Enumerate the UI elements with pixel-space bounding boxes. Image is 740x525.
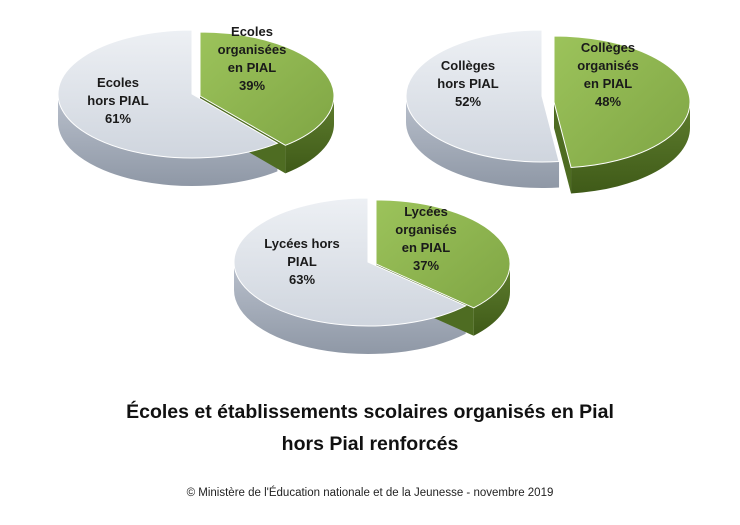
pie-slice-side [571,102,690,194]
pie-slice-pial [553,35,691,169]
pie-slice-hors-pial [233,197,467,327]
slice-label-line: en PIAL [584,76,632,91]
source-note: © Ministère de l'Éducation nationale et … [186,487,554,499]
pie-charts: Ecoles organisées en PIAL 39% Ecoles hors PIA… [57,24,691,354]
slice-label-line: en PIAL [402,240,450,255]
slice-label-pial: Lycées organisés en PIAL 37% [395,204,456,273]
slice-label-pial: Collèges organisés en PIAL 48% [577,40,638,109]
slice-label-line: Collèges [581,40,635,55]
pie-slice-side [58,94,278,187]
slice-label-pial: Ecoles organisées en PIAL 39% [218,24,287,93]
pie-slice-side [406,96,560,189]
slice-label-hors-pial: Collèges hors PIAL 52% [437,58,498,109]
slice-label-line: PIAL [287,254,317,269]
pie-slice-side [473,264,510,336]
slice-label-line: Ecoles [231,24,273,39]
chart-title-line1: Écoles et établissements scolaires organ… [126,401,614,423]
pie-2: Collèges organisés en PIAL 48% Collèges hors … [405,29,691,194]
slice-label-line: 63% [289,272,315,287]
slice-label-line: organisés [577,58,638,73]
slice-label-line: 37% [413,258,439,273]
pie-1: Ecoles organisées en PIAL 39% Ecoles hors PIA… [57,24,335,187]
slice-label-line: 39% [239,78,265,93]
pie-slice-cut [554,102,572,194]
slice-label-line: Lycées [404,204,448,219]
pie-slice-pial [199,31,335,146]
pie-slice-pial [375,199,511,309]
slice-label-line: organisées [218,42,287,57]
slice-label-line: en PIAL [228,60,276,75]
slice-label-line: Ecoles [97,75,139,90]
chart-title-line2: hors Pial renforcés [281,433,459,455]
pie-slice-hors-pial [405,29,560,163]
pie-slice-side [285,96,334,174]
slice-label-line: hors PIAL [87,93,148,108]
slice-label-line: 52% [455,94,481,109]
pie-3: Lycées organisés en PIAL 37% Lycées hors PIAL… [233,197,511,354]
slice-label-line: organisés [395,222,456,237]
slice-label-line: Collèges [441,58,495,73]
slice-label-hors-pial: Ecoles hors PIAL 61% [87,75,148,126]
slice-label-line: hors PIAL [437,76,498,91]
slice-label-line: 48% [595,94,621,109]
slice-label-line: Lycées hors [264,236,339,251]
slice-label-line: 61% [105,111,131,126]
pie-slice-side [233,262,466,354]
pie-slice-hors-pial [57,29,279,159]
slice-label-hors-pial: Lycées hors PIAL 63% [264,236,339,287]
